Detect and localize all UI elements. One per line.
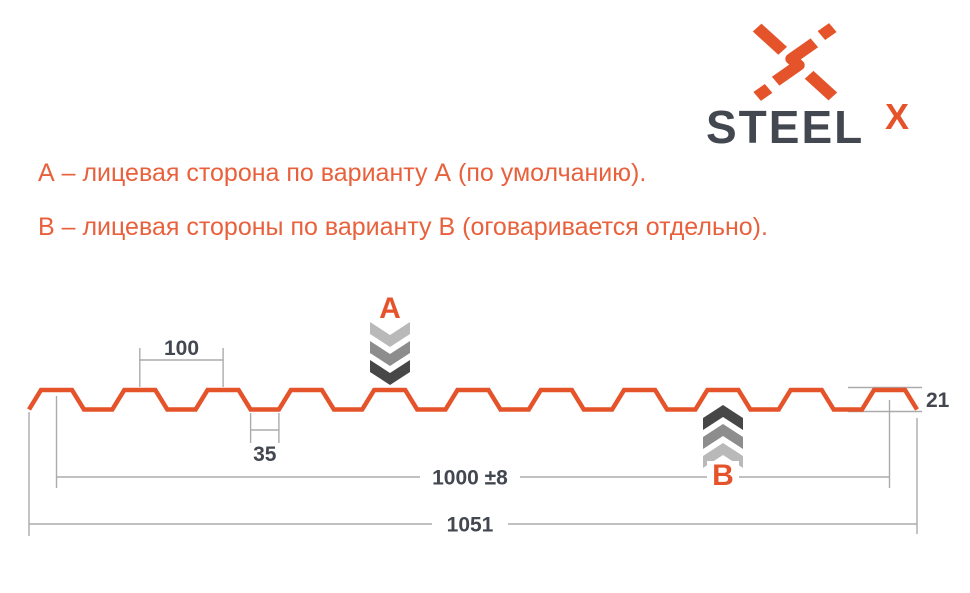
marker-a: А	[370, 292, 410, 385]
dim-working-width-label: 1000 ±8	[432, 467, 508, 490]
logo-sup-x: X	[885, 96, 910, 137]
dim-pitch-label: 100	[164, 337, 199, 360]
dim-pitch-100: 100	[139, 337, 224, 387]
marker-b: В	[703, 405, 743, 492]
chevron-up-icon	[703, 405, 743, 430]
marker-a-label: А	[379, 292, 401, 325]
chevron-down-icon	[370, 322, 410, 347]
dim-valley-35: 35	[249, 413, 280, 466]
chevron-down-icon	[370, 341, 410, 366]
dim-height-label: 21	[926, 389, 950, 412]
chevron-up-icon	[703, 424, 743, 449]
note-line-a: А – лицевая сторона по варианту А (по ум…	[38, 159, 647, 187]
steelx-x-icon	[752, 23, 838, 101]
chevron-down-icon	[370, 360, 410, 385]
dim-valley-label: 35	[253, 443, 277, 466]
marker-b-label: В	[712, 459, 734, 492]
chevron-up-icon	[703, 443, 743, 468]
dim-overall-width-label: 1051	[447, 514, 494, 537]
logo-wordmark: STEEL	[706, 101, 865, 153]
steelx-logo: STEEL X	[690, 0, 950, 160]
sheet-profile-line	[27, 387, 919, 412]
dim-working-width-1000: 1000 ±8	[55, 396, 891, 490]
note-line-b: В – лицевая стороны по варианту В (огова…	[38, 213, 768, 241]
dim-overall-width-1051: 1051	[28, 412, 918, 537]
